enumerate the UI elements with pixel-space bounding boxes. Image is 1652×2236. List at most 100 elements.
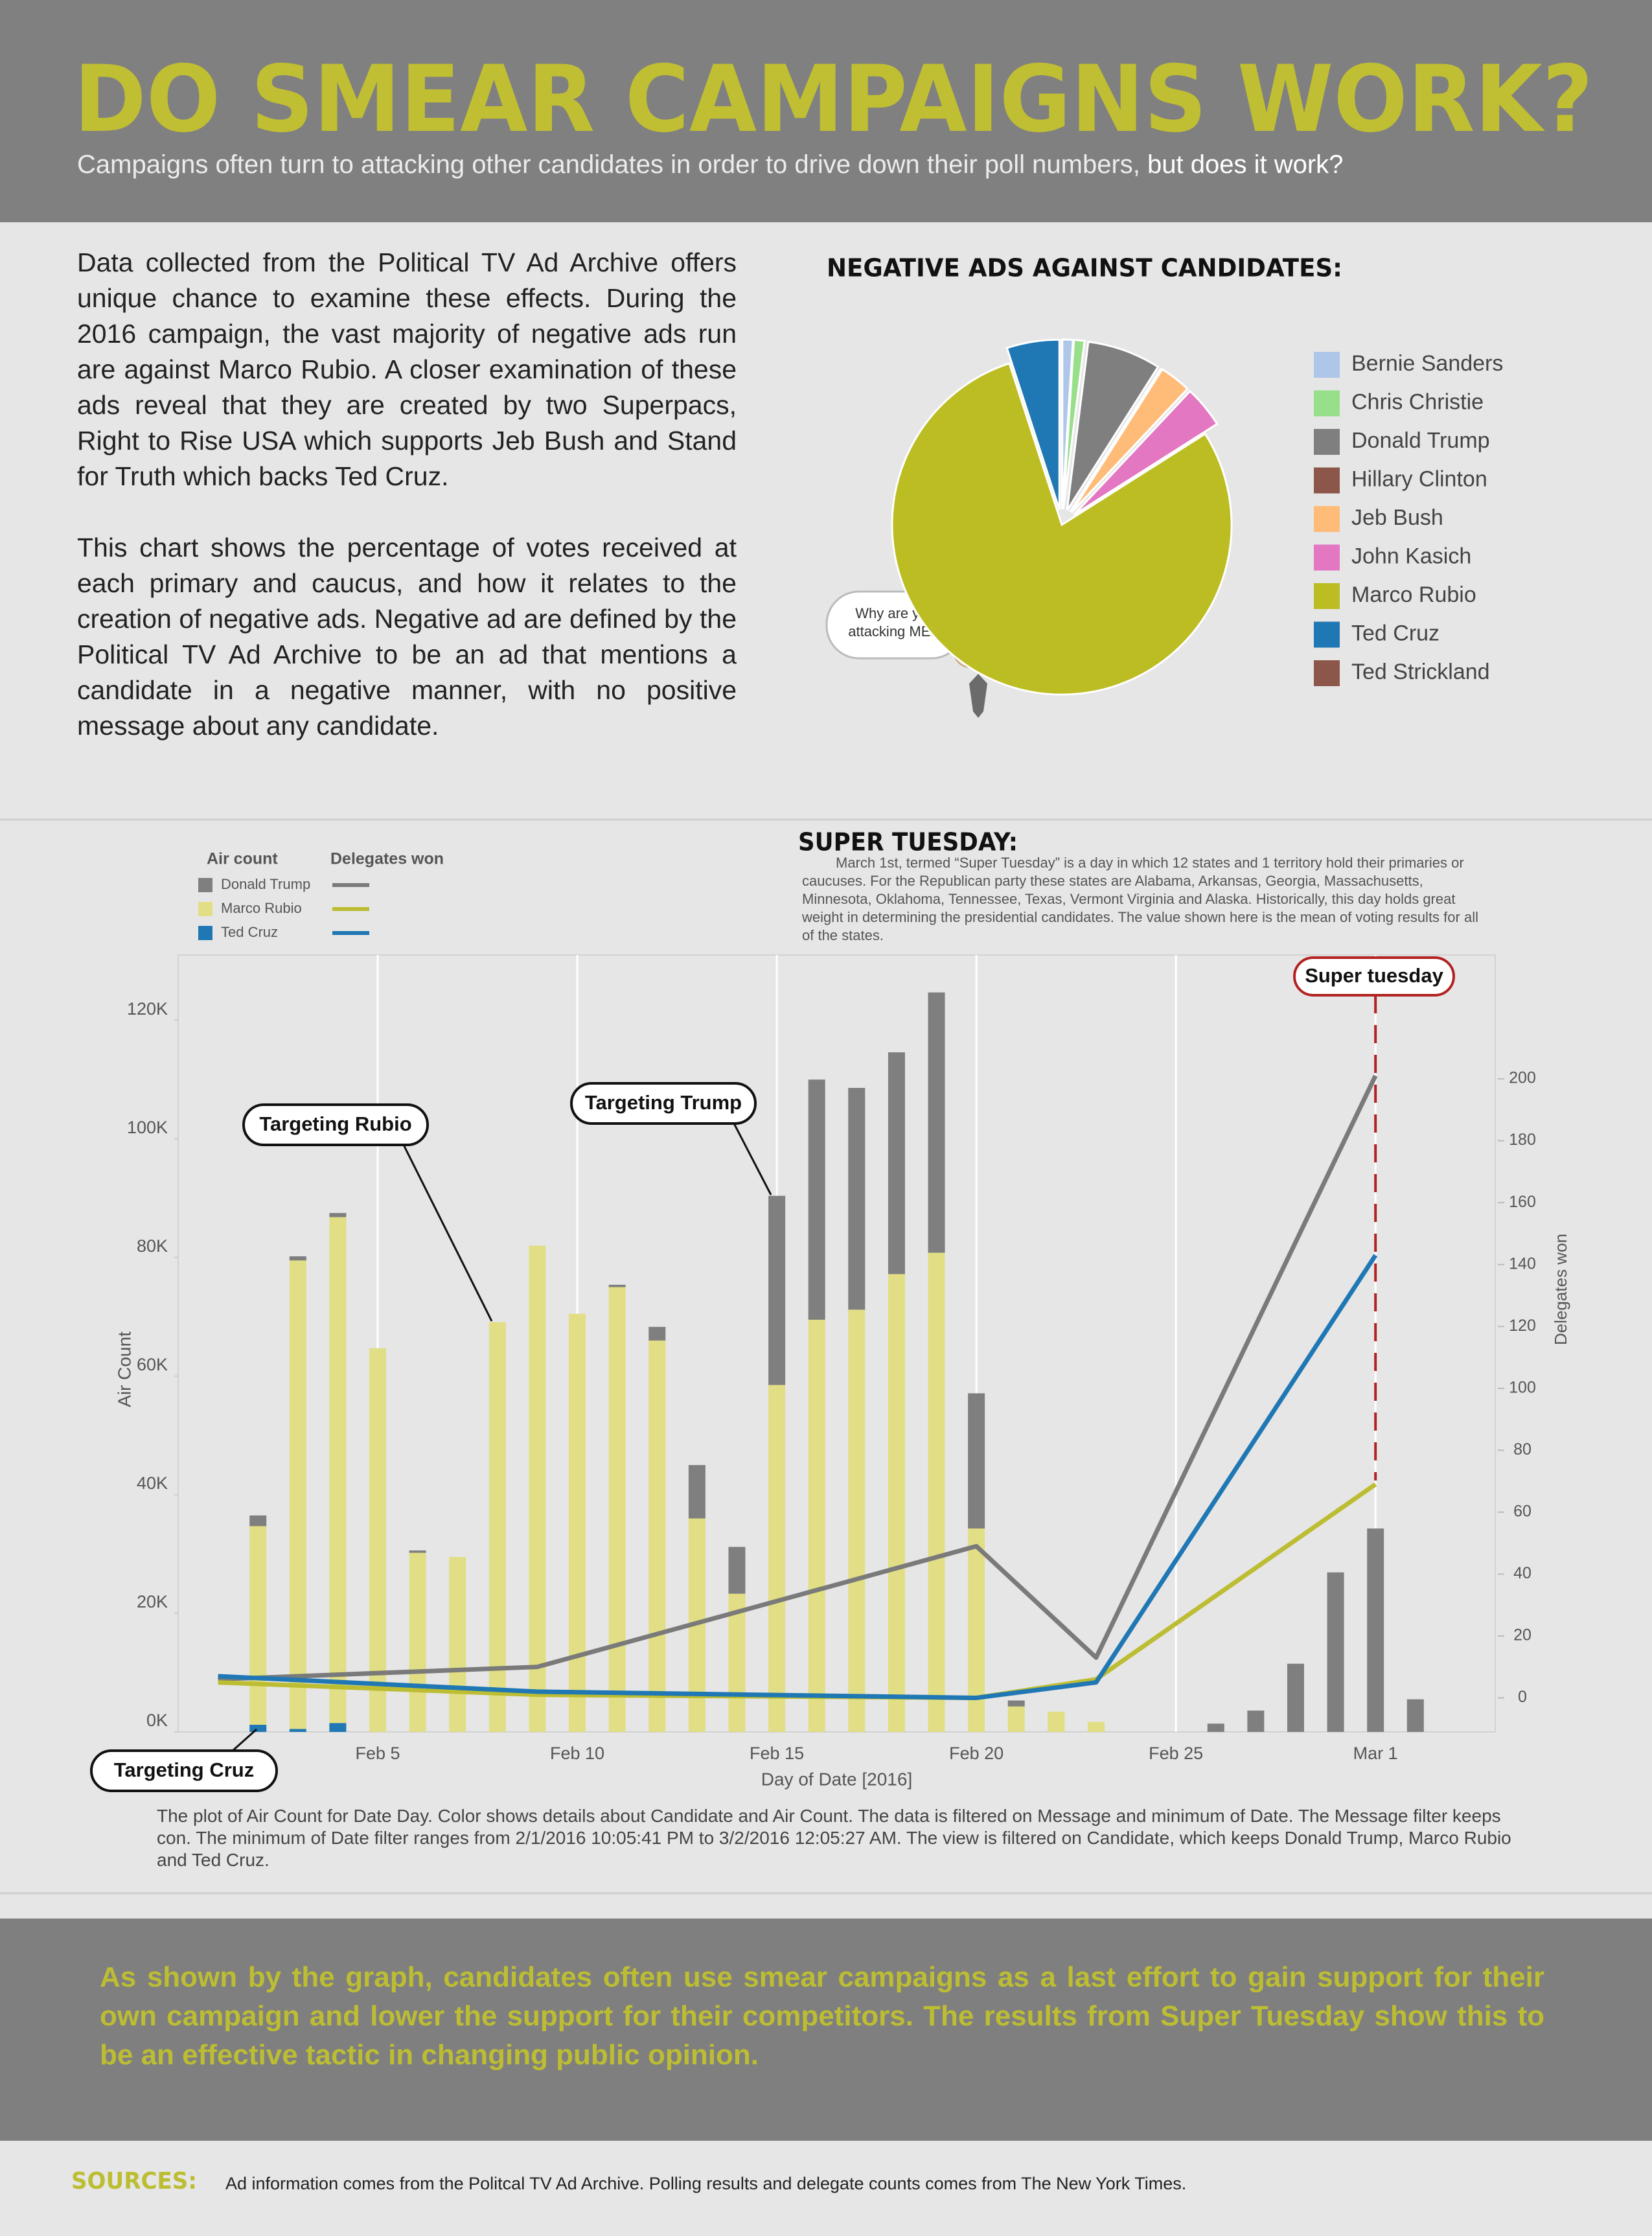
intro: Data collected from the Political TV Ad … — [77, 245, 737, 779]
bar-segment — [688, 1465, 706, 1519]
y2-tick-label: 40 — [1513, 1564, 1532, 1582]
bar-segment — [249, 1725, 267, 1732]
annotation-text: Targeting Cruz — [114, 1758, 254, 1781]
bar-segment — [808, 1079, 825, 1320]
pie-slice — [1005, 338, 1061, 510]
super-tuesday-text: March 1st, termed “Super Tuesday” is a d… — [802, 855, 1478, 943]
pie-slice — [1073, 389, 1219, 516]
bar-segment — [608, 1287, 626, 1732]
conclusion: As shown by the graph, candidates often … — [100, 1961, 1544, 2071]
y-tick-label: 100K — [127, 1118, 168, 1137]
legend-swatch — [198, 902, 212, 916]
annotation-text: Targeting Rubio — [259, 1112, 411, 1135]
x-tick-label: Feb 5 — [356, 1744, 400, 1763]
legend-swatch — [1314, 544, 1340, 571]
bar-segment — [1207, 1723, 1224, 1732]
y-tick-label: 120K — [127, 999, 168, 1019]
y-tick-label: 20K — [137, 1592, 168, 1611]
y2-tick-label: 140 — [1509, 1254, 1536, 1273]
header-band — [0, 0, 1652, 222]
pie-slice — [1062, 339, 1086, 510]
bar-segment — [449, 1556, 466, 1732]
x-tick-label: Feb 15 — [750, 1744, 804, 1763]
bar-segment — [608, 1284, 626, 1287]
chart-caption: The plot of Air Count for Date Day. Colo… — [157, 1806, 1511, 1870]
legend-label: Ted Cruz — [1351, 621, 1440, 645]
bar-segment — [289, 1256, 306, 1261]
bar-segment — [1367, 1528, 1384, 1732]
y2-tick-label: 180 — [1509, 1131, 1536, 1149]
bar-segment — [409, 1552, 426, 1732]
bar-segment — [648, 1340, 666, 1732]
cartoon-tie — [969, 674, 987, 718]
intro-paragraph: This chart shows the percentage of votes… — [77, 533, 737, 741]
bar-segment — [968, 1393, 985, 1529]
y-tick-label: 40K — [137, 1473, 168, 1493]
plot-frame — [178, 954, 1496, 1733]
subtitle-emphasis: but does it work? — [1147, 150, 1344, 179]
bar-segment — [928, 1252, 945, 1732]
y2-tick-label: 120 — [1509, 1317, 1536, 1335]
legend-label: John Kasich — [1351, 544, 1471, 568]
bar-segment — [768, 1385, 786, 1732]
conclusion-band — [0, 1919, 1652, 2141]
bar-segment — [329, 1213, 347, 1217]
legend-label: Donald Trump — [221, 876, 310, 892]
bar-segment — [249, 1515, 267, 1527]
annotation-pointer — [232, 1728, 257, 1752]
y2-axis-title: Delegates won — [1551, 1234, 1570, 1345]
page-title: DO SMEAR CAMPAIGNS WORK? — [74, 46, 1593, 153]
y2-tick-label: 200 — [1509, 1069, 1536, 1087]
legend-label: Chris Christie — [1351, 389, 1484, 414]
legend-swatch — [1314, 429, 1340, 455]
sources-label: SOURCES: — [71, 2168, 197, 2195]
annotation-pointer — [733, 1123, 772, 1195]
intro-paragraph: Data collected from the Political TV Ad … — [77, 248, 737, 491]
legend-swatch — [198, 878, 212, 892]
y2-tick-label: 60 — [1513, 1502, 1532, 1520]
legend-swatch — [198, 926, 212, 940]
annotation-pointer — [402, 1144, 493, 1322]
bar-segment — [329, 1217, 347, 1723]
bar-segment — [728, 1547, 746, 1594]
delegate-line — [218, 1482, 1377, 1700]
bar-segment — [768, 1195, 786, 1385]
annotation-box — [570, 1082, 757, 1125]
bar-segment — [1247, 1711, 1265, 1732]
pie-slice — [1066, 340, 1160, 511]
legend-swatch — [1314, 390, 1340, 417]
x-tick-label: Feb 25 — [1149, 1744, 1203, 1763]
legend-title: Air count — [207, 850, 278, 868]
y2-tick-label: 160 — [1509, 1193, 1536, 1211]
bar-segment — [928, 992, 945, 1253]
bar-segment — [1327, 1572, 1344, 1732]
legend-label: Ted Strickland — [1351, 660, 1490, 684]
legend-swatch — [1314, 506, 1340, 532]
delegate-line — [218, 1254, 1378, 1700]
legend-label: Donald Trump — [1351, 428, 1490, 453]
annotation-box — [1293, 956, 1455, 997]
sources-text: Ad information comes from the Politcal T… — [225, 2174, 1186, 2193]
legend-swatch — [1314, 352, 1340, 378]
bar-segment — [1087, 1722, 1105, 1732]
legend-label: Hillary Clinton — [1351, 467, 1487, 491]
legend-swatch — [1314, 660, 1340, 686]
annotation-box — [90, 1749, 278, 1792]
legend-label: Marco Rubio — [1351, 582, 1476, 607]
x-axis-title: Day of Date [2016] — [761, 1769, 912, 1789]
subtitle: Campaigns often turn to attacking other … — [77, 150, 1343, 179]
bar-segment — [529, 1245, 546, 1732]
legend-swatch — [1314, 467, 1340, 494]
y2-tick-label: 100 — [1509, 1378, 1536, 1396]
bar-segment — [1287, 1663, 1304, 1732]
pie-slice — [891, 362, 1233, 696]
y2-tick-label: 80 — [1513, 1440, 1532, 1458]
bar-segment — [968, 1528, 985, 1732]
x-tick-label: Feb 10 — [550, 1744, 604, 1763]
annotation-box — [242, 1103, 429, 1146]
legend-label: Bernie Sanders — [1351, 351, 1503, 376]
bar-segment — [249, 1526, 267, 1725]
y-tick-label: 60K — [137, 1355, 168, 1374]
bar-segment — [1007, 1700, 1025, 1707]
